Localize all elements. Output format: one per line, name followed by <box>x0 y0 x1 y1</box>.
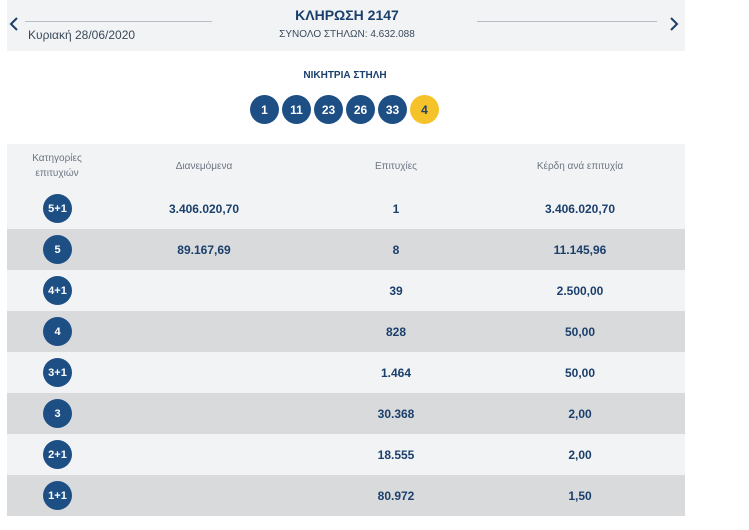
draw-header: Κυριακή 28/06/2020 ΚΛΗΡΩΣΗ 2147 ΣΥΝΟΛΟ Σ… <box>7 0 685 51</box>
distributed-value <box>129 434 279 475</box>
prize-value: 1,50 <box>568 488 592 503</box>
draw-title: ΚΛΗΡΩΣΗ 2147 <box>295 7 399 23</box>
prize-value: 50,00 <box>564 324 596 339</box>
chevron-left-icon[interactable] <box>7 14 21 34</box>
distributed-value: 3.406.020,70 <box>168 201 240 216</box>
prize-value: 2.500,00 <box>556 283 604 298</box>
category-badge: 3 <box>43 399 72 428</box>
category-badge: 4 <box>43 317 72 346</box>
divider-line <box>25 21 212 22</box>
winning-numbers: 1 11 23 26 33 4 <box>250 95 439 124</box>
prize-value: 50,00 <box>564 365 596 380</box>
category-badge: 2+1 <box>43 440 72 469</box>
prize-table: Κατηγορίες επιτυχιών Διανεμόμενα Επιτυχί… <box>7 144 685 516</box>
distributed-value <box>129 311 279 352</box>
table-header: Κατηγορίες επιτυχιών Διανεμόμενα Επιτυχί… <box>7 144 685 188</box>
header-distributed: Διανεμόμενα <box>175 160 233 172</box>
number-ball: 11 <box>282 95 311 124</box>
number-ball: 1 <box>250 95 279 124</box>
draw-date: Κυριακή 28/06/2020 <box>28 28 136 42</box>
distributed-value <box>129 270 279 311</box>
prize-value: 2,00 <box>568 447 592 462</box>
table-row: 5+1 3.406.020,70 1 3.406.020,70 <box>7 188 685 229</box>
header-winners: Επιτυχίες <box>375 160 417 172</box>
divider-line <box>477 21 657 22</box>
category-badge: 5 <box>43 235 72 264</box>
winning-column-label: ΝΙΚΗΤΡΙΑ ΣΤΗΛΗ <box>303 70 387 81</box>
table-row: 3 30.368 2,00 <box>7 393 685 434</box>
table-row: 2+1 18.555 2,00 <box>7 434 685 475</box>
category-badge: 4+1 <box>43 276 72 305</box>
number-ball: 23 <box>314 95 343 124</box>
winners-value: 1 <box>392 201 400 216</box>
category-badge: 5+1 <box>43 194 72 223</box>
prize-value: 11.145,96 <box>553 242 607 257</box>
winners-value: 30.368 <box>377 406 415 421</box>
table-row: 5 89.167,69 8 11.145,96 <box>7 229 685 270</box>
winners-value: 1.464 <box>380 365 412 380</box>
distributed-value <box>129 352 279 393</box>
number-ball: 33 <box>378 95 407 124</box>
number-ball: 26 <box>346 95 375 124</box>
table-row: 4 828 50,00 <box>7 311 685 352</box>
header-prize: Κέρδη ανά επιτυχία <box>536 160 624 172</box>
prize-value: 2,00 <box>568 406 592 421</box>
winners-value: 828 <box>385 324 407 339</box>
winners-value: 8 <box>392 242 400 257</box>
table-row: 4+1 39 2.500,00 <box>7 270 685 311</box>
category-badge: 3+1 <box>43 358 72 387</box>
header-category: Κατηγορίες επιτυχιών <box>32 153 82 179</box>
winners-value: 39 <box>389 283 403 298</box>
category-badge: 1+1 <box>43 481 72 510</box>
winners-value: 18.555 <box>377 447 415 462</box>
distributed-value <box>129 475 279 516</box>
chevron-right-icon[interactable] <box>667 14 681 34</box>
table-row: 3+1 1.464 50,00 <box>7 352 685 393</box>
winners-value: 80.972 <box>377 488 415 503</box>
total-columns: ΣΥΝΟΛΟ ΣΤΗΛΩΝ: 4.632.088 <box>279 29 415 40</box>
distributed-value <box>129 393 279 434</box>
distributed-value: 89.167,69 <box>177 242 231 257</box>
joker-ball: 4 <box>410 95 439 124</box>
prize-value: 3.406.020,70 <box>544 201 616 216</box>
table-row: 1+1 80.972 1,50 <box>7 475 685 516</box>
